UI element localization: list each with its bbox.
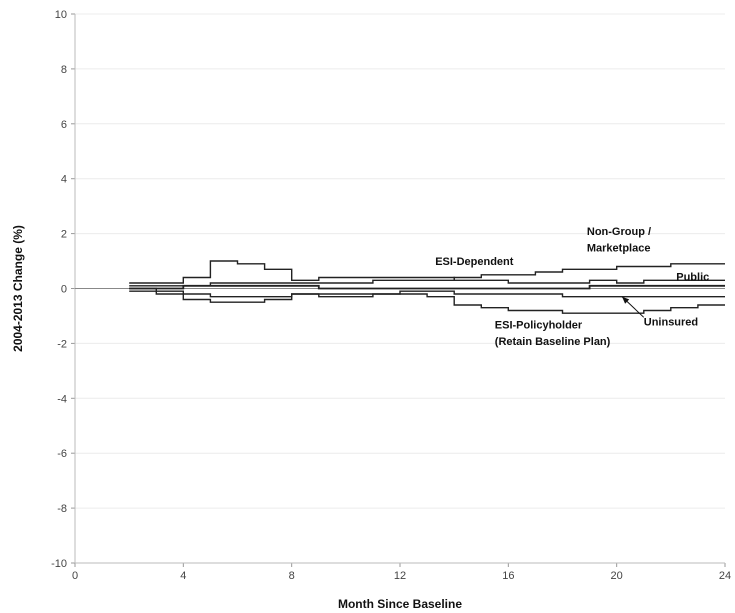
x-tick-label: 24: [719, 570, 731, 582]
grid-lines: [75, 13, 725, 564]
series-line-non-group-marketplace: [129, 263, 725, 287]
annotation-uninsured: Uninsured: [644, 317, 698, 329]
y-tick-label: -6: [57, 448, 67, 460]
y-tick-label: 2: [61, 229, 67, 241]
annotation-non-group-line1: Non-Group /: [587, 226, 651, 238]
x-tick-label: 0: [72, 570, 78, 582]
annotation-esi-policyholder: ESI-Policyholder (Retain Baseline Plan): [495, 319, 611, 347]
series-line-esi-dependent: [129, 260, 725, 284]
y-tick-label: 4: [61, 174, 67, 186]
series-line-uninsured: [129, 290, 725, 303]
y-tick-label: -8: [57, 503, 67, 515]
annotation-esi-policyholder-line2: (Retain Baseline Plan): [495, 336, 611, 348]
series-lines: [129, 260, 725, 314]
series-line-esi-policyholder-retain-baseline-plan: [129, 287, 725, 314]
x-axis-title: Month Since Baseline: [338, 597, 462, 611]
y-tick-label: -4: [57, 393, 67, 405]
y-tick-label: -2: [57, 338, 67, 350]
annotation-non-group-marketplace: Non-Group / Marketplace: [587, 226, 654, 254]
y-axis-title: 2004-2013 Change (%): [11, 225, 25, 352]
y-tick-label: -10: [51, 558, 67, 570]
y-tick-label: 6: [61, 119, 67, 131]
series-line-public: [129, 284, 725, 290]
annotation-esi-policyholder-line1: ESI-Policyholder: [495, 319, 583, 331]
x-tick-label: 4: [180, 570, 186, 582]
x-tick-label: 12: [394, 570, 406, 582]
y-tick-label: 0: [61, 284, 67, 296]
y-tick-label: 8: [61, 64, 67, 76]
annotation-arrowhead: [622, 296, 630, 304]
x-tick-label: 16: [502, 570, 514, 582]
annotation-non-group-line2: Marketplace: [587, 242, 651, 254]
x-tick-label: 8: [289, 570, 295, 582]
x-tick-label: 20: [611, 570, 623, 582]
annotation-esi-dependent: ESI-Dependent: [435, 256, 514, 268]
annotation-public: Public: [676, 271, 709, 283]
y-tick-label: 10: [55, 9, 67, 21]
